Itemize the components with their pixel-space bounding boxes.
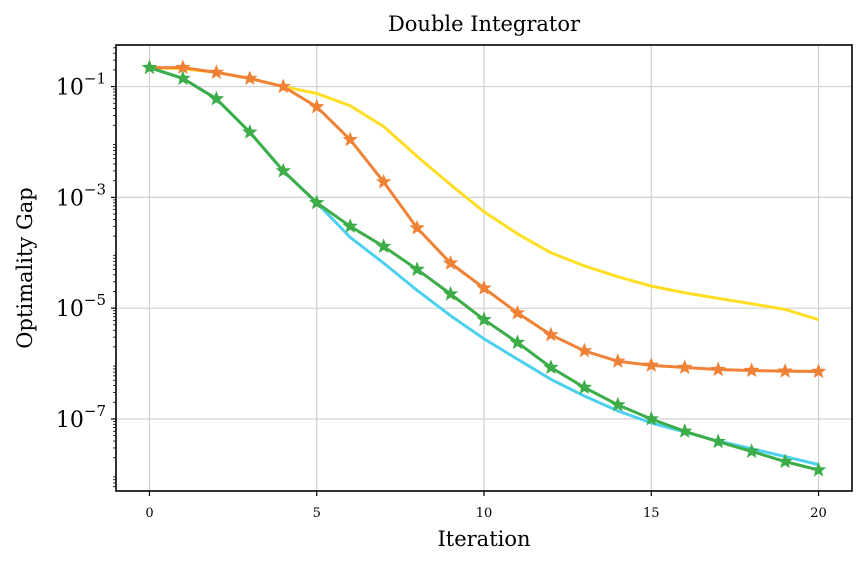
data-point [476,311,492,327]
data-point [409,261,425,277]
data-point [543,326,559,342]
data-point [476,280,492,295]
data-point [576,342,593,358]
x-axis-label: Iteration [437,527,530,551]
data-point [175,70,191,86]
data-point [375,173,392,189]
data-point [610,353,626,368]
data-point [141,59,158,75]
data-point [610,396,626,412]
data-point [677,359,693,375]
y-tick-label: 10−5 [56,291,106,322]
series-3 [141,59,827,477]
data-point [275,78,291,94]
series-layer [141,59,827,477]
data-point [710,361,726,377]
data-point [442,285,459,301]
data-point [208,64,225,79]
data-point [543,359,559,375]
data-point [342,131,358,147]
data-point [242,70,258,86]
data-point [409,219,425,235]
x-axis-ticks: 0 5 10 15 20 [145,491,827,521]
y-tick-label: 10−1 [56,70,106,101]
data-point [309,98,325,114]
data-point [810,461,827,477]
data-point [710,433,726,449]
data-point [576,379,593,395]
data-point [810,363,827,379]
data-point [777,363,793,378]
chart-title: Double Integrator [388,12,581,36]
x-tick-label: 5 [313,506,321,521]
y-axis-ticks: 10−1 10−3 10−5 10−7 [56,47,116,488]
x-tick-label: 10 [476,506,493,521]
data-point [509,334,526,350]
data-point [777,453,793,469]
data-point [275,162,291,178]
data-point [743,443,760,458]
data-point [208,90,225,106]
data-point [442,255,459,270]
data-point [342,218,358,233]
data-point [743,362,760,378]
data-point [509,304,526,320]
y-axis-label: Optimality Gap [13,187,37,348]
data-point [242,124,258,139]
x-tick-label: 20 [810,506,827,521]
data-point [677,423,693,438]
x-tick-label: 0 [145,506,153,521]
data-point [643,357,659,372]
y-tick-label: 10−7 [56,402,106,433]
x-tick-label: 15 [643,506,660,521]
y-tick-label: 10−3 [56,180,106,211]
data-point [375,238,392,254]
data-point [643,410,659,426]
data-point [309,194,325,210]
grid [116,45,852,491]
